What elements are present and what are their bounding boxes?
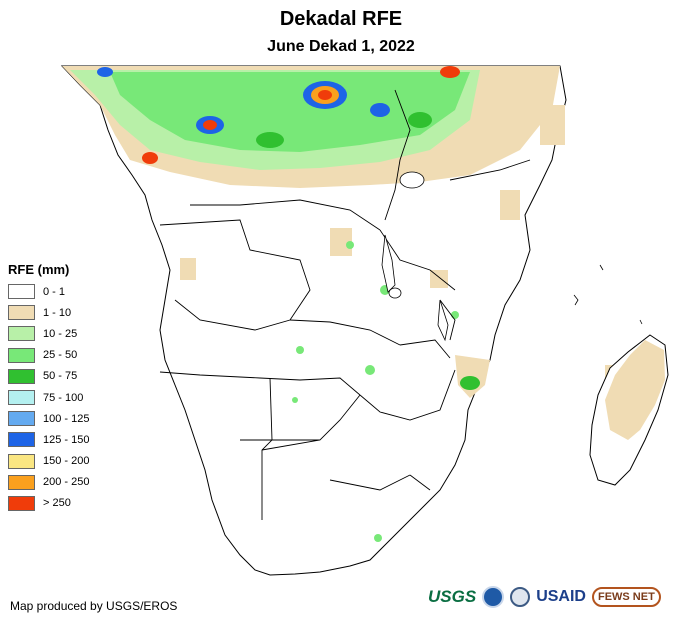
legend-swatch [8,284,35,300]
usaid-logo: USAID [536,588,586,605]
legend-item: 200 - 250 [8,472,89,493]
country-borders [159,89,531,520]
legend-item: 50 - 75 [8,366,89,387]
map-subtitle: June Dekad 1, 2022 [267,38,415,55]
legend-swatch [8,368,35,384]
legend: RFE (mm) 0 - 1 1 - 10 10 - 25 25 - 50 50… [8,262,89,514]
legend-label: 25 - 50 [43,349,78,362]
legend-swatch [8,453,35,469]
legend-swatch [8,432,35,448]
legend-item: 100 - 125 [8,408,89,429]
rainfall-mozambique-patch [460,376,480,390]
legend-item: 0 - 1 [8,281,89,302]
legend-item: 10 - 25 [8,323,89,344]
islands [573,264,643,325]
legend-swatch [8,495,35,511]
legend-label: 10 - 25 [43,327,78,340]
legend-swatch [8,305,35,321]
legend-swatch [8,347,35,363]
legend-label: 75 - 100 [43,391,84,404]
legend-label: 50 - 75 [43,370,78,383]
legend-label: > 250 [43,497,71,510]
rainfall-belt-green [110,72,470,152]
usgs-logo: USGS [428,587,477,606]
dhs-seal [510,587,531,607]
lakes [381,171,449,342]
land-mass [60,65,567,576]
legend-label: 100 - 125 [43,412,90,425]
legend-label: 125 - 150 [43,433,90,446]
legend-label: 200 - 250 [43,476,90,489]
map-credit: Map produced by USGS/EROS [10,599,178,613]
legend-swatch [8,474,35,490]
legend-item: 125 - 150 [8,429,89,450]
madagascar-rainfall [605,340,665,440]
legend-swatch [8,390,35,406]
map-title: Dekadal RFE [279,8,403,30]
legend-label: 1 - 10 [43,306,72,319]
fews-net-logo: FEWS NET [591,587,661,607]
legend-swatch [8,411,35,427]
legend-label: 150 - 200 [43,455,90,468]
legend-item: 150 - 200 [8,451,89,472]
legend-item: 75 - 100 [8,387,89,408]
legend-swatch [8,326,35,342]
rainfall-heavy-patches [97,66,460,164]
legend-item: 1 - 10 [8,302,89,323]
legend-label: 0 - 1 [43,285,66,298]
legend-item: > 250 [8,493,89,514]
partner-logos: USGS USAID FEWS NET [428,586,661,608]
legend-item: 25 - 50 [8,345,89,366]
legend-title: RFE (mm) [8,262,70,277]
noaa-logo [482,586,505,608]
